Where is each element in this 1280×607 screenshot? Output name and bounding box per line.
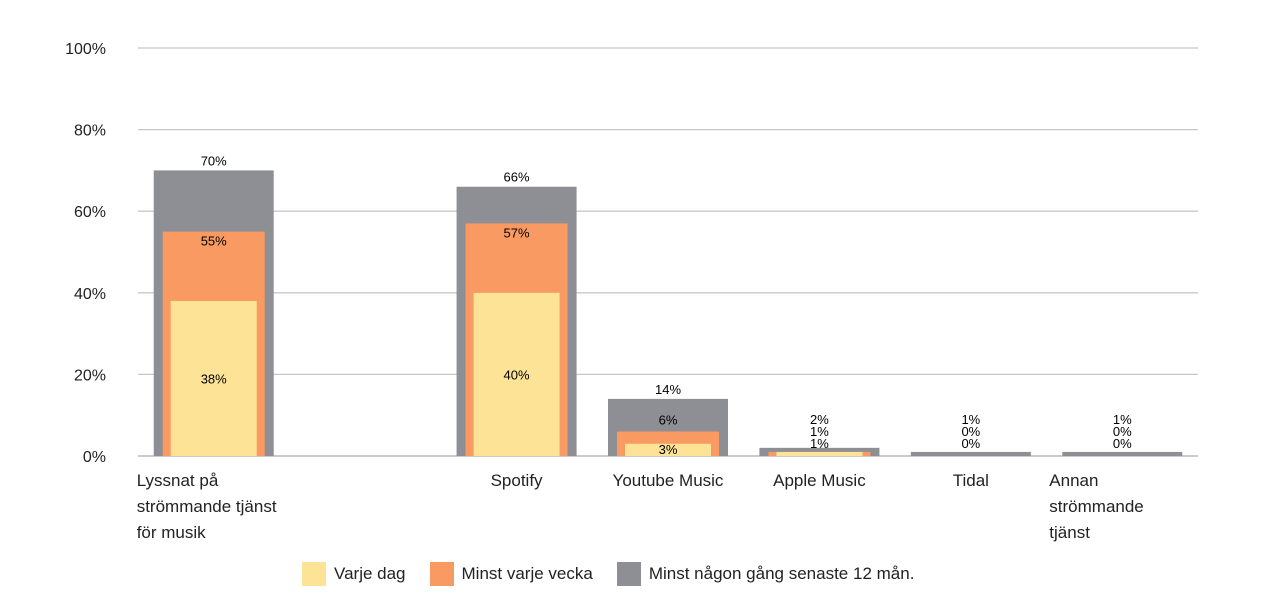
y-tick-label: 20%	[74, 367, 106, 384]
legend-item-daily: Varje dag	[302, 562, 406, 586]
data-label: 1%	[1113, 412, 1132, 427]
data-label: 55%	[201, 234, 227, 249]
data-label: 14%	[655, 382, 681, 397]
legend-item-weekly: Minst varje vecka	[429, 562, 593, 586]
bar-0	[910, 451, 1031, 456]
x-tick-label: Annan	[1049, 471, 1098, 490]
x-tick-label: för musik	[137, 523, 206, 542]
legend-swatch	[616, 562, 641, 586]
bar-2	[776, 451, 863, 456]
legend-label: Varje dag	[334, 564, 406, 583]
bar-0	[1062, 451, 1183, 456]
data-label: 0%	[961, 424, 980, 439]
data-label: 38%	[201, 371, 227, 386]
y-tick-label: 60%	[74, 204, 106, 221]
y-tick-label: 80%	[74, 123, 106, 140]
data-label: 0%	[1113, 424, 1132, 439]
data-label: 0%	[961, 436, 980, 451]
data-label: 66%	[504, 170, 530, 185]
data-label: 40%	[504, 367, 530, 382]
x-tick-label: strömmande	[1049, 497, 1143, 516]
data-label: 1%	[961, 412, 980, 427]
bar-0	[759, 447, 880, 456]
data-label: 0%	[1113, 436, 1132, 451]
data-label: 57%	[504, 225, 530, 240]
data-label: 6%	[659, 413, 678, 428]
data-label: 2%	[810, 412, 829, 427]
data-label: 1%	[810, 424, 829, 439]
x-tick-label: Spotify	[491, 471, 543, 490]
x-tick-label: Tidal	[953, 471, 989, 490]
x-tick-label: Youtube Music	[613, 471, 724, 490]
data-label: 70%	[201, 153, 227, 168]
y-tick-label: 40%	[74, 286, 106, 303]
bar-2	[170, 300, 257, 456]
bar-2	[473, 292, 560, 456]
data-label: 3%	[659, 442, 678, 457]
y-tick-label: 0%	[83, 449, 106, 466]
x-tick-label: Apple Music	[773, 471, 866, 490]
legend-swatch	[429, 562, 454, 586]
legend-swatch	[302, 562, 326, 586]
legend-label: Minst någon gång senaste 12 mån.	[648, 564, 915, 583]
data-label: 1%	[810, 436, 829, 451]
legend-label: Minst varje vecka	[461, 564, 593, 583]
y-tick-label: 100%	[65, 41, 106, 58]
legend: Varje dag Minst varje vecka Minst någon …	[302, 562, 914, 586]
legend-item-yearly: Minst någon gång senaste 12 mån.	[616, 562, 915, 586]
x-tick-label: Lyssnat på	[137, 471, 219, 490]
x-tick-label: strömmande tjänst	[137, 497, 277, 516]
x-tick-label: tjänst	[1049, 523, 1090, 542]
bar-2	[625, 443, 711, 456]
